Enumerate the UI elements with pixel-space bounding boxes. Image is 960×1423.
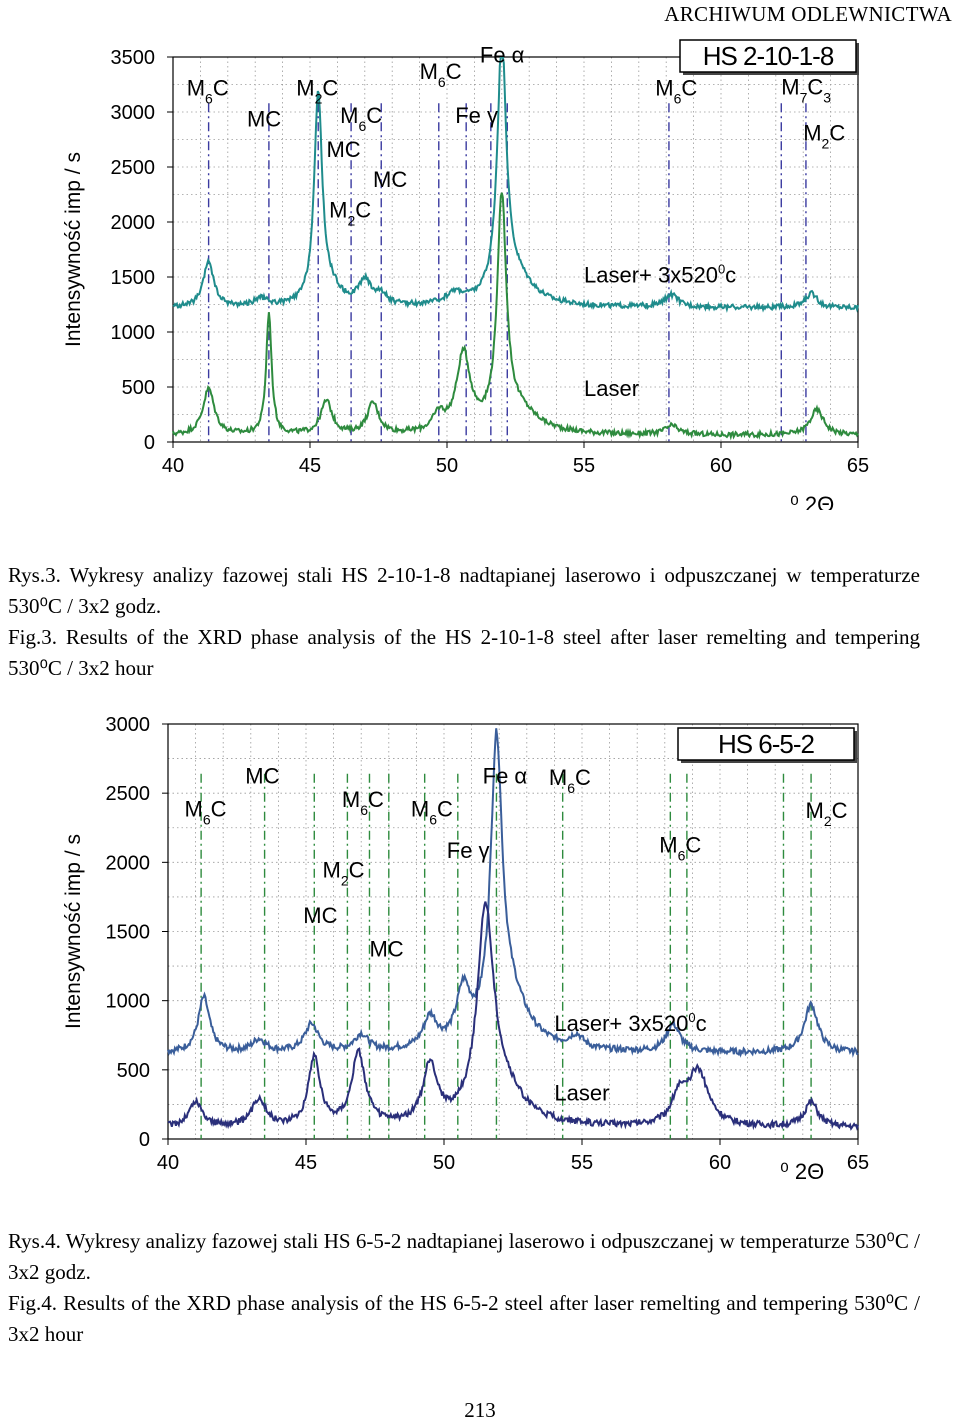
caption-rys3-polish: Rys.3. Wykresy analizy fazowej stali HS … xyxy=(8,563,920,618)
series-line-laser-tempered xyxy=(172,56,859,314)
phase-annotation: Fe γ xyxy=(447,838,490,863)
x-tick-label: 55 xyxy=(573,455,595,477)
xrd-chart-hs-6-5-2: 40 45 50 55 60 65 0 500 1000 1500 2000 2500 3000 Inte… xyxy=(62,714,869,1180)
series-line-laser-tempered xyxy=(167,728,859,1058)
caption-rys4-polish: Rys.4. Wykresy analizy fazowej stali HS … xyxy=(8,1229,920,1284)
phase-annotation: M2C xyxy=(803,121,845,152)
phase-annotation: M6C xyxy=(340,103,382,134)
y-axis-label: Intensywność imp / s xyxy=(62,152,85,347)
series-label: Laser xyxy=(554,1080,609,1105)
title-box xyxy=(679,39,857,73)
y-tick-label: 1500 xyxy=(106,922,151,944)
phase-annotation: M2C xyxy=(296,76,338,107)
phase-annotation: MC xyxy=(245,763,279,788)
chart-title: HS 6-5-2 xyxy=(718,729,815,759)
y-tick-label: 3500 xyxy=(111,47,156,69)
title-box xyxy=(677,727,855,761)
y-tick-label: 2500 xyxy=(111,157,156,179)
xrd-chart-hs-2-10-1-8: 40 45 50 55 60 65 0 500 1000 1500 2000 2500 3000 3500… xyxy=(62,39,869,510)
phase-annotation: M6C xyxy=(420,59,462,90)
phase-annotation: M2C xyxy=(806,798,848,829)
phase-annotation: M6C xyxy=(187,76,229,107)
y-tick-label: 1500 xyxy=(111,267,156,289)
chart-title: HS 2-10-1-8 xyxy=(703,41,834,71)
x-axis-label: ⁰ 2Θ xyxy=(790,492,834,510)
plot-frame xyxy=(172,56,859,443)
phase-annotation: MC xyxy=(326,137,360,162)
phase-annotation: M2C xyxy=(329,198,371,229)
series-label: Laser xyxy=(584,376,639,401)
phase-annotation: M6C xyxy=(655,76,697,107)
series-line-laser xyxy=(172,192,859,441)
y-tick-label: 3000 xyxy=(106,714,151,736)
y-tick-label: 1000 xyxy=(106,991,151,1013)
phase-annotation: Fe α xyxy=(483,763,528,788)
phase-annotation: MC xyxy=(373,167,407,192)
x-tick-label: 60 xyxy=(710,455,732,477)
x-tick-label: 40 xyxy=(162,455,184,477)
phase-annotation: MC xyxy=(247,106,281,131)
x-tick-label: 65 xyxy=(847,1152,869,1174)
y-axis-label: Intensywność imp / s xyxy=(62,834,85,1029)
y-tick-label: 2500 xyxy=(106,783,151,805)
phase-annotation: M6C xyxy=(411,797,453,828)
page-number: 213 xyxy=(464,1398,496,1422)
phase-annotation: M7C3 xyxy=(781,74,831,105)
phase-annotation: Fe γ xyxy=(455,103,498,128)
series-label: Laser+ 3x5200c xyxy=(554,1010,706,1036)
phase-annotation: M6C xyxy=(549,765,591,796)
phase-annotation: M6C xyxy=(342,787,384,818)
y-tick-label: 2000 xyxy=(106,852,151,874)
phase-annotation: MC xyxy=(369,936,403,961)
journal-header: ARCHIWUM ODLEWNICTWA xyxy=(664,2,952,26)
phase-annotation: M2C xyxy=(323,858,365,889)
x-tick-label: 50 xyxy=(436,455,458,477)
x-tick-label: 55 xyxy=(571,1152,593,1174)
series-label: Laser+ 3x5200c xyxy=(584,262,736,288)
x-tick-label: 45 xyxy=(299,455,321,477)
x-tick-label: 50 xyxy=(433,1152,455,1174)
y-tick-label: 2000 xyxy=(111,212,156,234)
phase-annotation: Fe α xyxy=(480,43,525,68)
phase-annotation: M6C xyxy=(659,833,701,864)
caption-fig4-english: Fig.4. Results of the XRD phase analysis… xyxy=(8,1291,920,1346)
caption-fig3-english: Fig.3. Results of the XRD phase analysis… xyxy=(8,625,920,680)
x-axis-label: ⁰ 2Θ xyxy=(780,1159,824,1180)
caption-rys3: Rys.3. Wykresy analizy fazowej stali HS … xyxy=(8,560,920,684)
phase-annotation: M6C xyxy=(185,797,227,828)
phase-annotation: MC xyxy=(303,903,337,928)
caption-rys4: Rys.4. Wykresy analizy fazowej stali HS … xyxy=(8,1226,920,1350)
x-tick-label: 45 xyxy=(295,1152,317,1174)
chart-grid xyxy=(167,723,859,1140)
x-tick-label: 40 xyxy=(157,1152,179,1174)
y-tick-label: 0 xyxy=(144,432,155,454)
y-tick-label: 0 xyxy=(139,1129,150,1151)
y-tick-label: 500 xyxy=(122,377,155,399)
y-tick-label: 1000 xyxy=(111,322,156,344)
x-tick-label: 60 xyxy=(709,1152,731,1174)
y-tick-label: 3000 xyxy=(111,102,156,124)
series-line-laser xyxy=(167,901,859,1131)
x-tick-label: 65 xyxy=(847,455,869,477)
y-tick-label: 500 xyxy=(117,1060,150,1082)
